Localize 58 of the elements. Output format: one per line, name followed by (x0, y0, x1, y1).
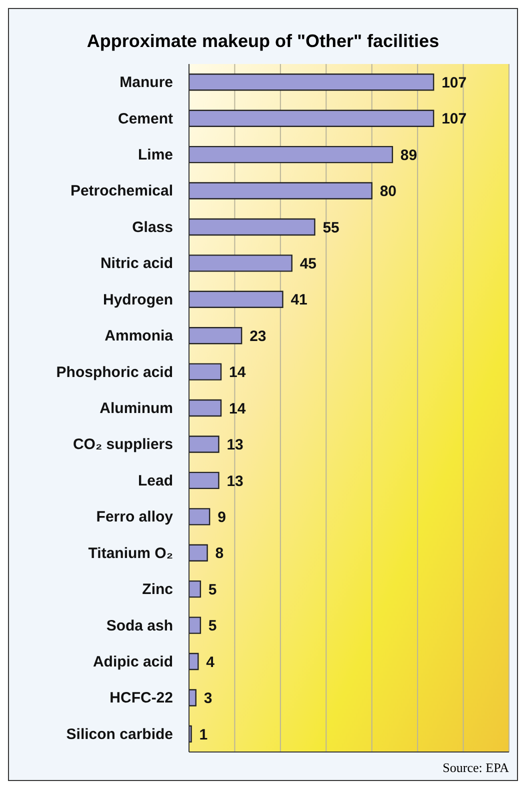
bar (189, 254, 292, 272)
bar (189, 436, 220, 453)
y-tick-label: Aluminum (100, 400, 173, 417)
data-label: 14 (229, 400, 246, 418)
data-label: 9 (218, 508, 226, 526)
data-label: 41 (290, 292, 308, 309)
bar (189, 146, 394, 164)
bar (189, 652, 199, 670)
data-label: 14 (229, 364, 246, 382)
data-label: 3 (204, 690, 212, 708)
data-label: 1 (199, 726, 208, 744)
y-tick-label: Ammonia (104, 328, 174, 345)
bar (189, 544, 208, 562)
y-tick-label: CO₂ suppliers (72, 436, 173, 454)
data-label: 13 (226, 472, 244, 490)
data-label: 107 (442, 74, 467, 92)
bar (189, 363, 222, 380)
y-tick-label: Glass (132, 218, 173, 236)
data-label: 89 (400, 146, 418, 164)
source-note: Source: EPA (442, 760, 510, 777)
data-label: 55 (322, 219, 340, 236)
bar (189, 218, 316, 236)
bar (189, 399, 222, 417)
y-tick-label: Soda ash (106, 617, 173, 634)
y-tick-label: Petrochemical (70, 182, 173, 200)
y-tick-label: Ferro alloy (96, 508, 174, 526)
y-tick-label: Nitric acid (100, 255, 173, 272)
data-label: 107 (442, 110, 467, 128)
bar (189, 290, 284, 308)
data-label: 80 (380, 183, 397, 200)
bar (189, 689, 196, 706)
y-tick-label: HCFC-22 (110, 690, 173, 707)
y-tick-label: Silicon carbide (66, 726, 173, 743)
bar (189, 472, 220, 490)
chart-title: Approximate makeup of "Other" facilities (86, 30, 440, 53)
y-tick-label: Titanium O₂ (88, 544, 173, 562)
bar (189, 110, 434, 127)
y-tick-label: Lime (138, 146, 173, 164)
y-tick-label: Phosphoric acid (56, 364, 173, 381)
data-label: 5 (208, 581, 217, 598)
data-label: 13 (226, 436, 244, 454)
y-tick-label: Hydrogen (102, 291, 173, 308)
data-label: 5 (208, 618, 217, 635)
bar (189, 327, 242, 344)
y-tick-label: Manure (120, 74, 173, 92)
data-label: 45 (300, 256, 317, 273)
y-tick-label: Adipic acid (92, 653, 173, 670)
data-label: 23 (250, 328, 266, 345)
bar (189, 508, 210, 526)
bar (189, 182, 372, 200)
data-label: 8 (215, 545, 224, 562)
data-label: 4 (206, 654, 216, 671)
y-tick-label: Zinc (142, 581, 173, 598)
y-tick-label: Lead (138, 472, 173, 490)
y-tick-label: Cement (118, 110, 173, 128)
bar (189, 616, 202, 634)
bar (189, 580, 202, 598)
bar (189, 74, 434, 91)
